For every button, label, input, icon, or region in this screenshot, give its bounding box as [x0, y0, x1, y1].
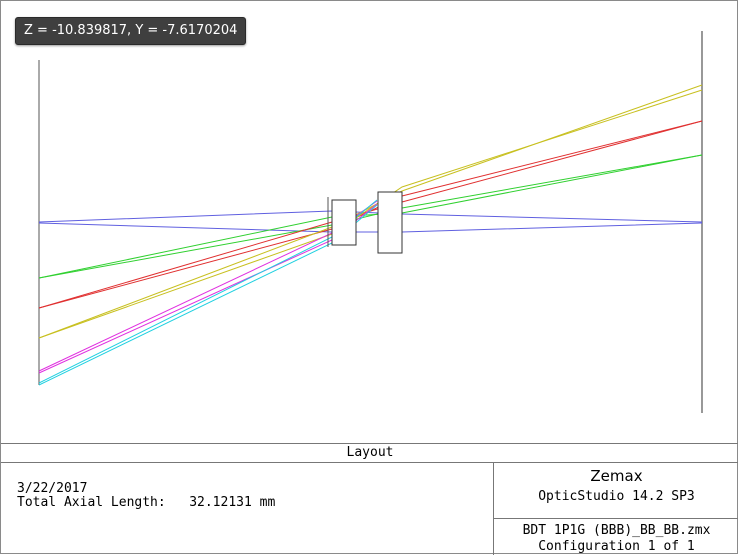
footer-divider-title [1, 462, 738, 463]
ray-1 [38, 210, 703, 223]
footer-divider-file [494, 518, 738, 519]
ray-4 [38, 154, 703, 279]
layout-title: Layout [346, 445, 394, 460]
axial-length-value: 32.12131 mm [189, 495, 276, 510]
file-name: BDT 1P1G (BBB)_BB_BB.zmx [522, 523, 711, 538]
date-label: 3/22/2017 [17, 481, 88, 496]
configuration-label: Configuration 1 of 1 [538, 539, 695, 554]
coordinate-readout: Z = -10.839817, Y = -7.6170204 [15, 17, 247, 45]
system-info: 3/22/2017 Total Axial Length: 32.12131 m… [17, 482, 275, 510]
footer-divider-top [1, 443, 738, 444]
brand-label: Zemax [590, 467, 643, 485]
ray-bundle [38, 84, 703, 386]
ray-8 [38, 89, 703, 339]
optical-layout-plot[interactable] [1, 1, 738, 442]
ray-2 [38, 222, 703, 233]
lens-element-1[interactable] [331, 199, 357, 246]
file-info: BDT 1P1G (BBB)_BB_BB.zmx Configuration 1… [494, 523, 738, 555]
product-version: OpticStudio 14.2 SP3 [538, 489, 695, 504]
footer-divider-vertical [493, 463, 494, 555]
lens-element-2[interactable] [377, 191, 403, 254]
ray-3 [38, 154, 703, 279]
axial-length-label: Total Axial Length: [17, 495, 166, 510]
